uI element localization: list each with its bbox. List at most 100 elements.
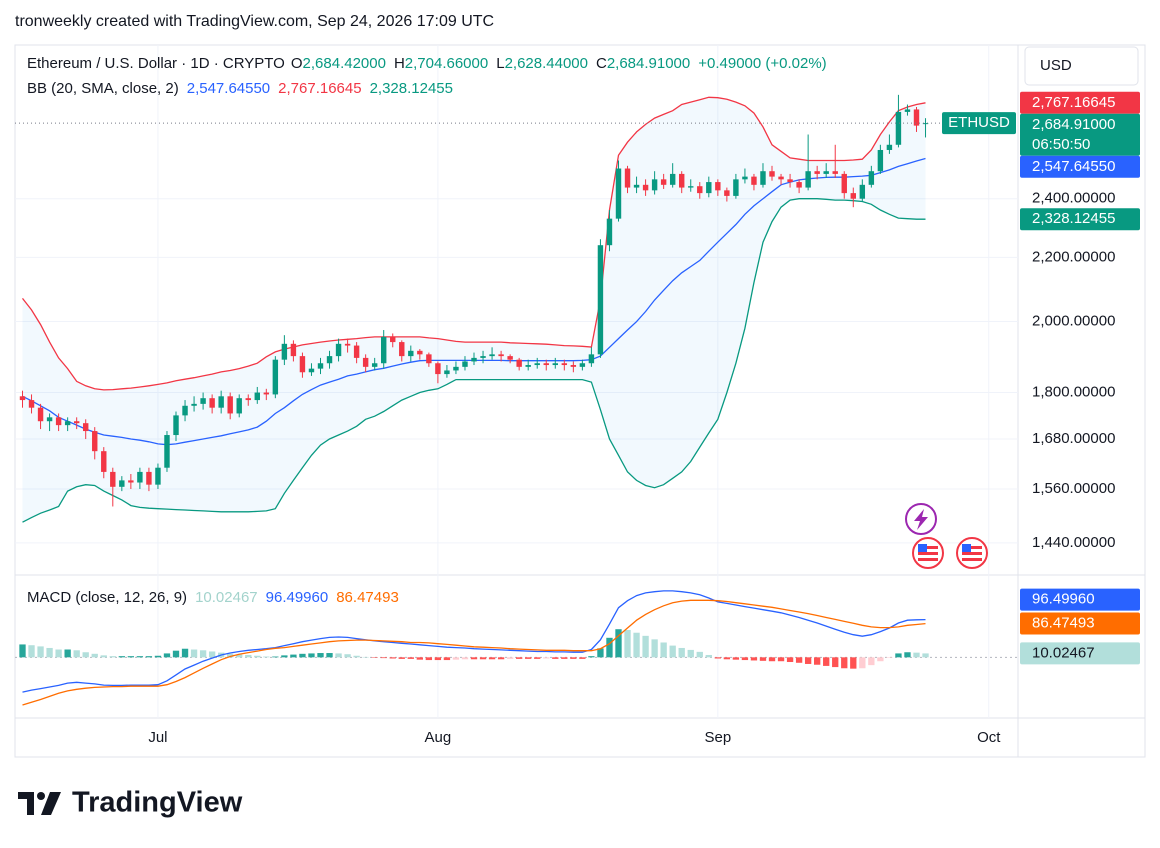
candle-body	[877, 149, 884, 172]
histogram-bar	[768, 657, 776, 662]
histogram-bar	[678, 647, 685, 658]
histogram-bar	[461, 657, 469, 660]
candle-body	[507, 356, 513, 360]
histogram-bar	[353, 655, 360, 658]
candle-body	[543, 363, 549, 366]
price-tag	[1020, 588, 1140, 611]
candle-body	[679, 173, 685, 188]
y-tick-label: 1,560.00000	[1032, 480, 1115, 497]
flag-stripe	[962, 552, 982, 555]
histogram-bar	[687, 649, 694, 658]
candle-body	[588, 354, 595, 364]
histogram-bar	[82, 652, 89, 658]
histogram-bar	[272, 656, 279, 658]
histogram-bar	[777, 657, 785, 662]
candle-body	[850, 193, 856, 199]
candle-body	[19, 396, 26, 401]
candle-body	[615, 168, 622, 219]
histogram-bar	[73, 650, 80, 658]
candle-body	[200, 398, 206, 404]
histogram-bar	[561, 657, 568, 659]
histogram-bar	[37, 646, 44, 658]
histogram-bar	[208, 651, 216, 658]
candle-body	[697, 186, 703, 194]
chart-frame	[14, 44, 1146, 758]
histogram-bar	[190, 649, 198, 658]
logo-mark	[41, 792, 61, 815]
candle-body	[227, 396, 233, 414]
brand-name: TradingView	[72, 787, 243, 819]
candle-body	[724, 190, 730, 196]
histogram-bar	[741, 657, 749, 661]
candle-body	[308, 368, 315, 373]
event-icons	[905, 503, 988, 569]
candle-body	[624, 168, 631, 188]
candle-body	[236, 398, 242, 414]
band-line-lower	[22, 198, 926, 523]
histogram-bar	[714, 657, 721, 659]
candle-body	[597, 245, 604, 355]
candle-body	[362, 357, 369, 367]
currency-button[interactable]	[1024, 46, 1139, 86]
candle-body	[922, 123, 929, 125]
candle-body	[173, 415, 179, 436]
logo-mark	[37, 792, 45, 800]
histogram-bar	[389, 657, 396, 659]
candle-body	[82, 423, 89, 432]
symbol-legend: Ethereum / U.S. Dollar · 1D · CRYPTO O2,6…	[27, 55, 827, 72]
price-tag-label: 10.02467	[1032, 644, 1095, 661]
histogram-bar	[299, 653, 306, 658]
candle-body	[751, 176, 757, 185]
x-tick-label: Jul	[148, 729, 167, 746]
histogram-bar	[326, 653, 333, 658]
candle-body	[715, 182, 721, 191]
lightning-glyph	[914, 509, 928, 530]
histogram-bar	[588, 656, 595, 658]
candle-body	[787, 179, 793, 183]
ohlc-key: O	[291, 55, 303, 72]
histogram-bar	[479, 657, 487, 660]
histogram-bar	[344, 654, 351, 658]
currency-label: USD	[1040, 57, 1072, 74]
candle-body	[119, 480, 125, 487]
histogram-bar	[534, 657, 541, 659]
price-tag-label: 2,328.12455	[1032, 210, 1115, 227]
histogram-bar	[786, 657, 794, 663]
candle-body	[281, 343, 288, 360]
price-tag	[1020, 113, 1140, 156]
histogram-bar	[425, 657, 433, 661]
candle-body	[390, 336, 396, 343]
histogram-bar	[308, 653, 315, 658]
y-tick-label: 2,400.00000	[1032, 190, 1115, 207]
histogram-bar	[28, 645, 35, 658]
candle-body	[444, 370, 450, 375]
x-tick-label: Sep	[704, 729, 731, 746]
candle-body	[778, 176, 784, 180]
histogram-bar	[19, 644, 26, 658]
histogram-bar	[859, 657, 866, 669]
signal-line	[22, 599, 926, 706]
candle-body	[55, 417, 62, 426]
candle-body	[272, 359, 279, 395]
histogram-bar	[434, 657, 442, 661]
histogram-bar	[895, 653, 902, 658]
flag-stripe	[918, 552, 938, 555]
macd-line	[22, 590, 926, 693]
histogram-bar	[407, 657, 414, 659]
candle-body	[814, 171, 820, 174]
price-tag-label: 2,684.91000	[1032, 116, 1115, 133]
histogram-bar	[497, 657, 505, 660]
flag-stripe	[918, 558, 938, 561]
histogram-bar	[227, 653, 234, 658]
histogram-bar	[46, 647, 53, 658]
candle-body	[263, 392, 270, 395]
change: +0.49000 (+0.02%)	[698, 55, 826, 72]
histogram-bar	[705, 654, 712, 658]
candle-body	[841, 173, 847, 194]
y-tick-label: 1,440.00000	[1032, 534, 1115, 551]
price-tag	[1020, 155, 1140, 178]
candle-body	[859, 184, 866, 199]
price-tags: ETHUSD 2,767.16645 2,684.91000 06:50:50 2,54…	[942, 91, 1140, 665]
candle-body	[489, 354, 495, 357]
ohlc-key: C	[596, 55, 607, 72]
